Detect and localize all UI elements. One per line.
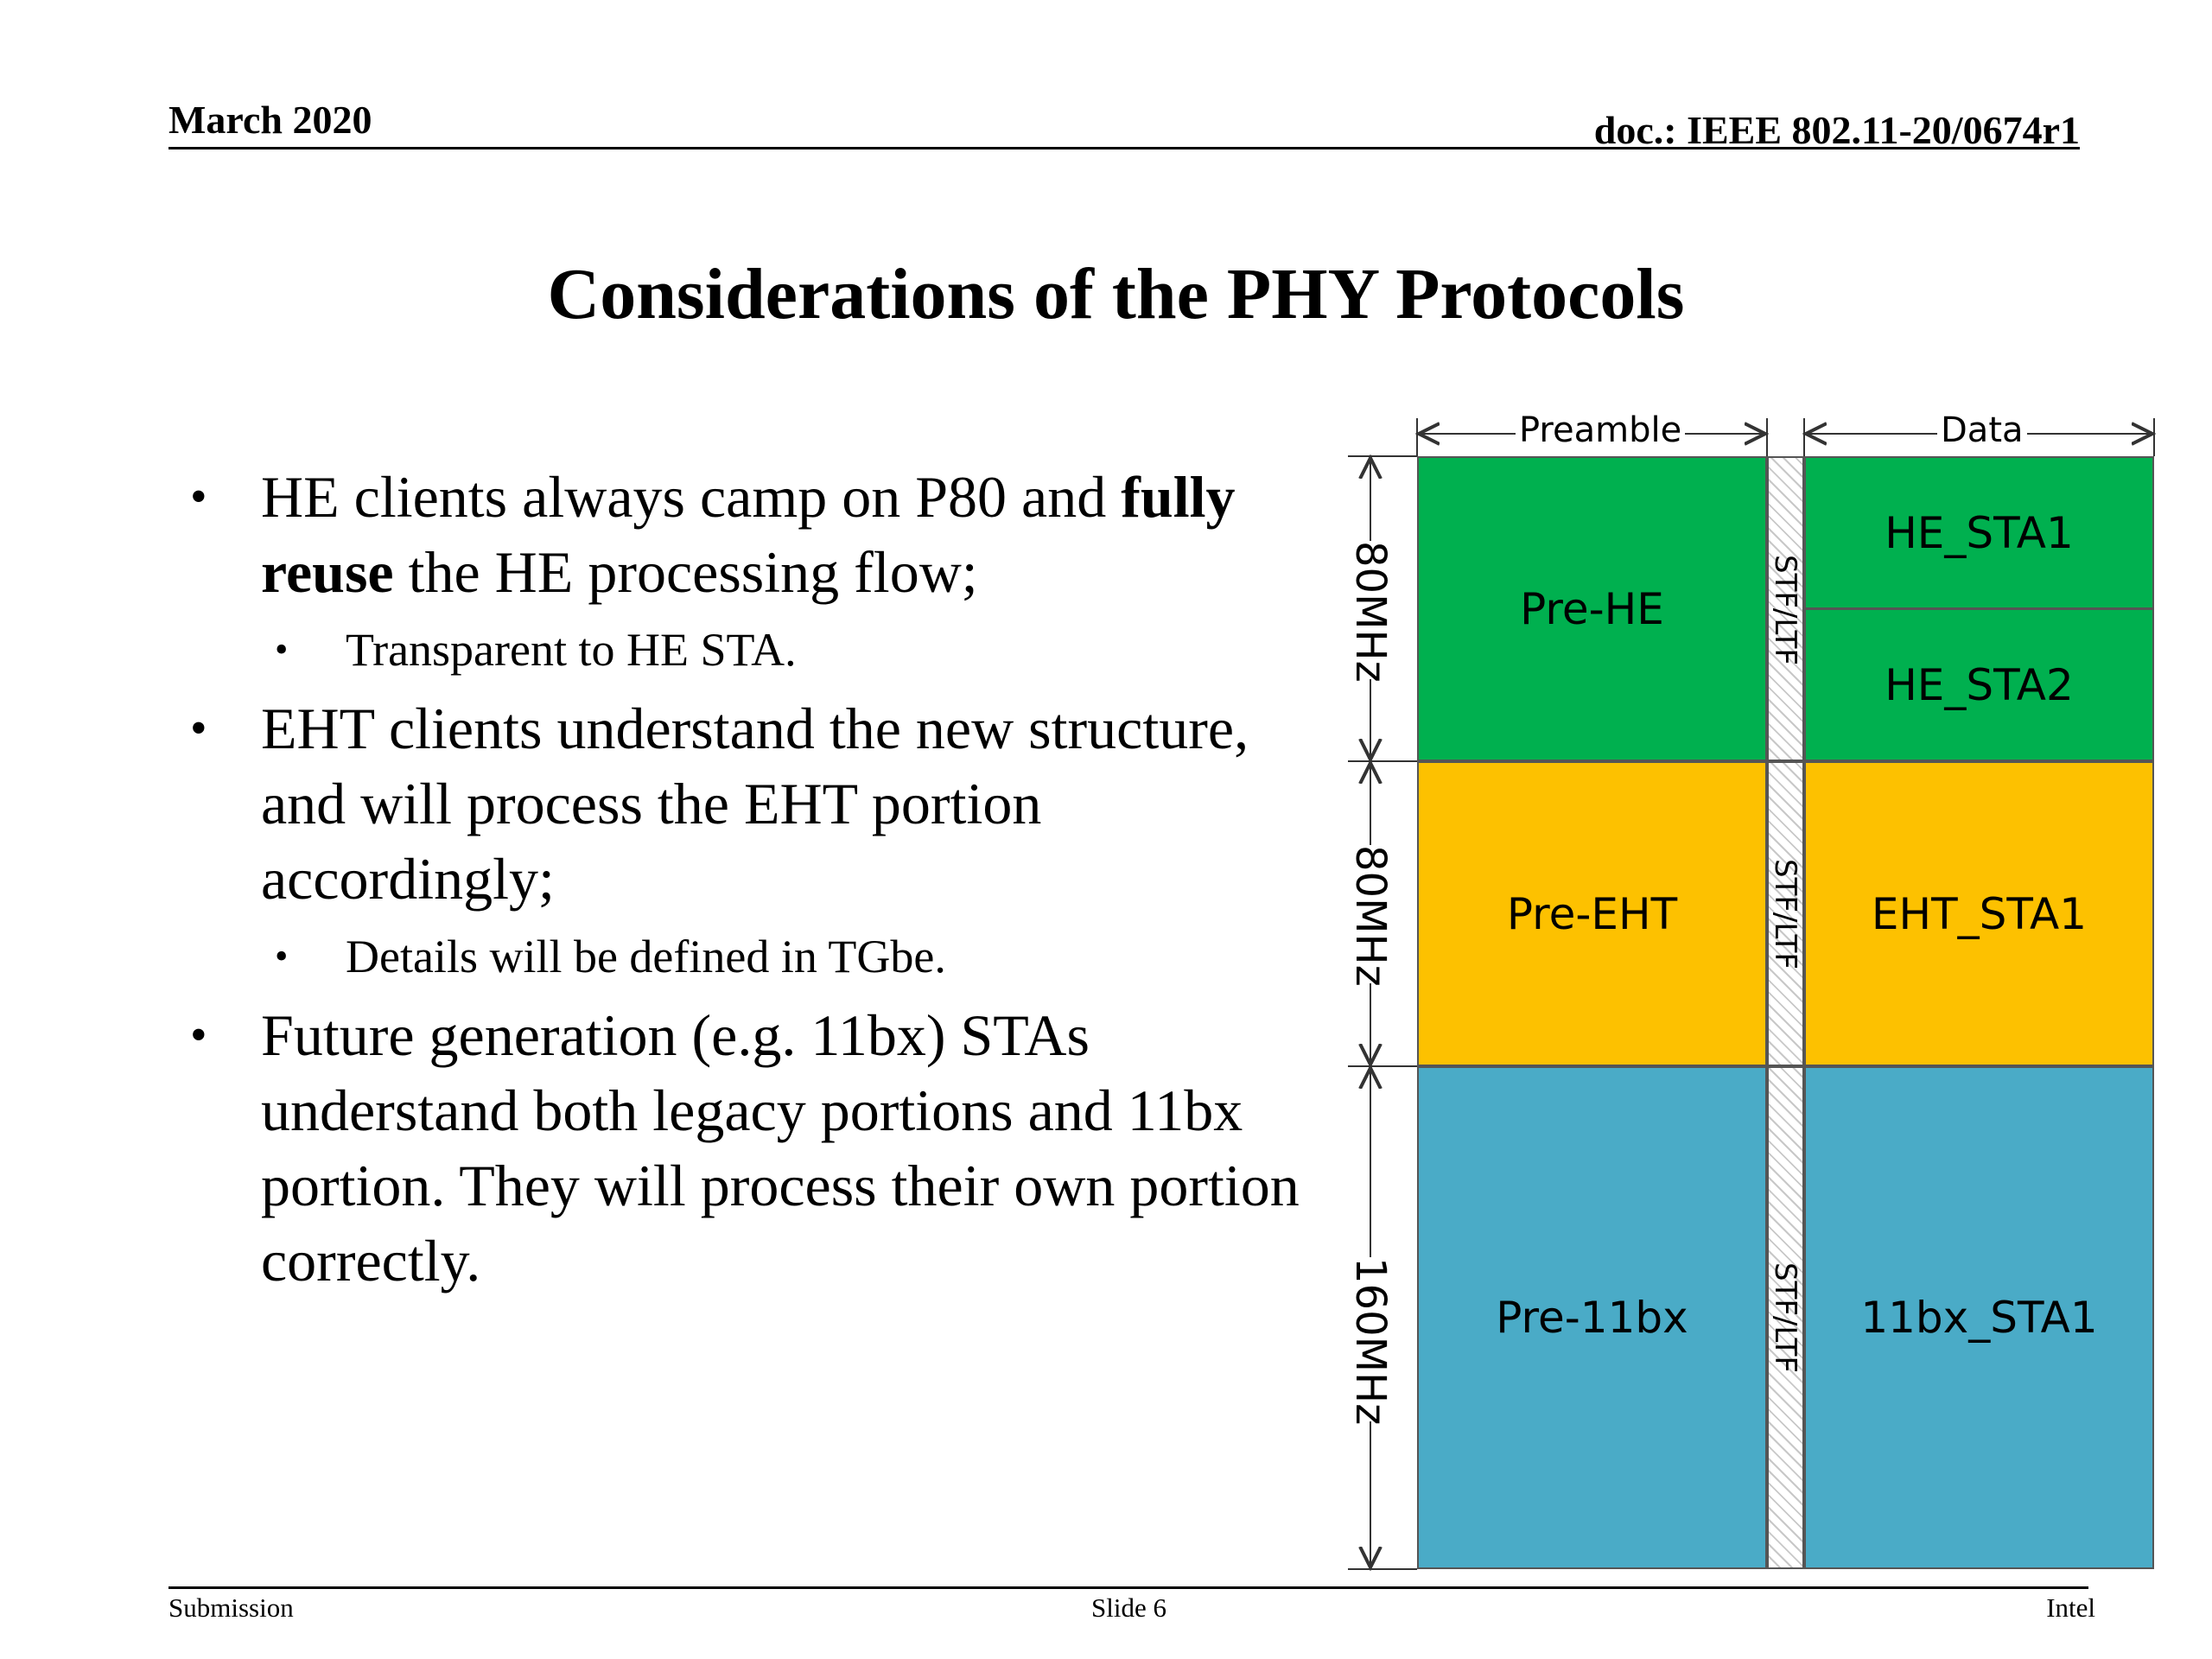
sub-bullet-he-text: Transparent to HE STA. — [346, 624, 797, 676]
footer-slide-number: Slide 6 — [1091, 1592, 1166, 1623]
sub-bullet-eht: • Details will be defined in TGbe. — [190, 922, 1322, 991]
data-label: Data — [1937, 410, 2027, 450]
bandwidth-label-2: 80MHz — [1346, 845, 1395, 987]
phy-frame-diagram: Preamble Data 80MHz 80MHz 160MHz Pre-HE … — [1331, 406, 2195, 1581]
data-he-sta1: HE_STA1 — [1804, 456, 2154, 609]
slide-title: Considerations of the PHY Protocols — [547, 254, 1685, 334]
stf-ltf-label-1: STF/LTF — [1768, 555, 1802, 665]
sub-bullet-dot: • — [275, 935, 289, 977]
sub-bullet-he: • Transparent to HE STA. — [190, 615, 1322, 684]
bullet-item-11bx: • Future generation (e.g. 11bx) STAs und… — [190, 998, 1322, 1299]
bullet-11bx-text: Future generation (e.g. 11bx) STAs under… — [261, 1002, 1300, 1294]
header-divider — [168, 147, 2080, 149]
sub-bullet-dot: • — [275, 628, 289, 671]
bandwidth-label-3: 160MHz — [1346, 1257, 1395, 1426]
stf-ltf-label-2: STF/LTF — [1768, 859, 1802, 969]
footer-submission: Submission — [168, 1592, 294, 1623]
bullet-item-eht: • EHT clients understand the new structu… — [190, 691, 1322, 917]
bullet-dot: • — [190, 702, 207, 755]
preamble-pre-he: Pre-HE — [1417, 456, 1767, 761]
bullet-he-emphasis: fully reuse — [261, 464, 1236, 605]
stf-ltf-label-3: STF/LTF — [1768, 1262, 1802, 1373]
footer-divider — [168, 1586, 2088, 1589]
stf-ltf-band-3 — [1767, 1066, 1804, 1569]
bandwidth-label-1: 80MHz — [1346, 541, 1395, 683]
data-eht-sta1: EHT_STA1 — [1804, 761, 2154, 1066]
footer-company: Intel — [2046, 1592, 2095, 1623]
header-doc-id: doc.: IEEE 802.11-20/0674r1 — [1593, 108, 2080, 152]
preamble-pre-11bx: Pre-11bx — [1417, 1066, 1767, 1569]
bullet-dot: • — [190, 470, 207, 524]
data-he-sta2: HE_STA2 — [1804, 608, 2154, 761]
bullet-he-text: HE clients always camp on P80 and — [261, 464, 1122, 530]
sub-bullet-eht-text: Details will be defined in TGbe. — [346, 931, 946, 982]
data-11bx-sta1: 11bx_STA1 — [1804, 1066, 2154, 1569]
preamble-pre-eht: Pre-EHT — [1417, 761, 1767, 1066]
preamble-label: Preamble — [1516, 410, 1686, 450]
bullet-eht-text: EHT clients understand the new structure… — [261, 696, 1249, 912]
bullet-he-text-rest: the HE processing flow; — [393, 539, 978, 605]
header-date: March 2020 — [168, 98, 372, 142]
stf-ltf-band-1 — [1767, 456, 1804, 761]
bullet-item-he: • HE clients always camp on P80 and full… — [190, 460, 1322, 610]
bullet-dot: • — [190, 1008, 207, 1062]
bullet-list: • HE clients always camp on P80 and full… — [190, 460, 1322, 1304]
stf-ltf-band-2 — [1767, 761, 1804, 1066]
